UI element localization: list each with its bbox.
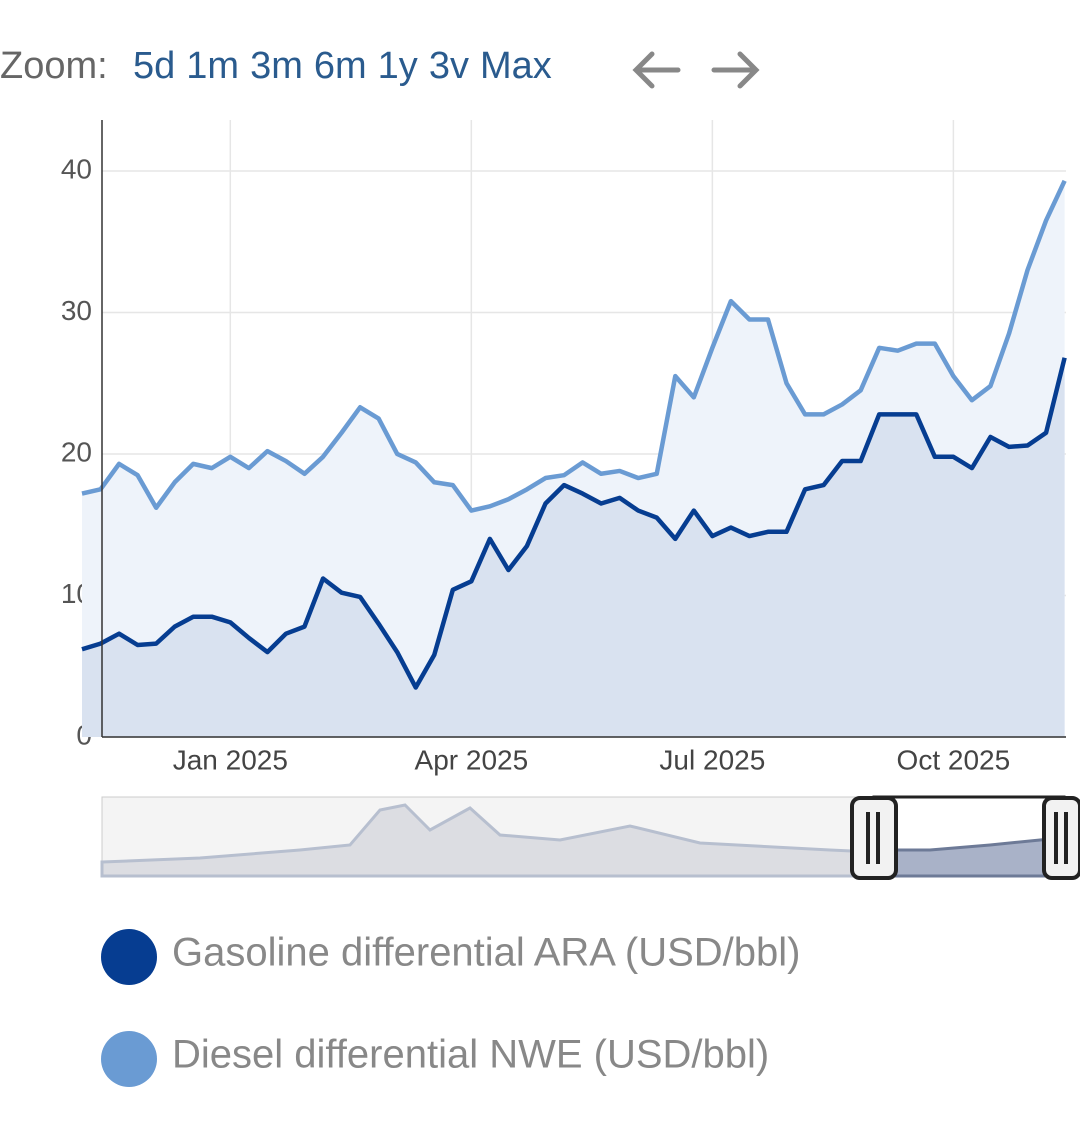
series-line <box>81 357 1067 690</box>
y-tick-label: 30 <box>61 295 92 326</box>
legend-marker[interactable] <box>101 1031 157 1087</box>
navigator-handle[interactable] <box>1042 796 1080 880</box>
x-tick-label: Oct 2025 <box>897 744 1011 775</box>
legend-label[interactable]: Diesel differential NWE (USD/bbl) <box>172 1033 769 1077</box>
navigator-handle[interactable] <box>850 796 898 880</box>
y-tick-label: 40 <box>61 153 92 184</box>
zoom-button[interactable]: 3v <box>429 45 469 87</box>
x-tick-label: Jul 2025 <box>659 744 765 775</box>
zoom-button[interactable]: 5d <box>133 45 175 87</box>
x-tick-label: Apr 2025 <box>415 744 529 775</box>
zoom-button[interactable]: 1m <box>186 45 239 87</box>
y-tick-label: 20 <box>61 436 92 467</box>
zoom-button[interactable]: 6m <box>314 45 367 87</box>
handle-grip <box>1054 812 1068 864</box>
area-fill <box>82 357 1065 737</box>
zoom-label: Zoom: <box>0 45 108 87</box>
arrow-left[interactable] <box>632 51 681 89</box>
arrow-right[interactable] <box>711 51 760 89</box>
zoom-button[interactable]: 1y <box>378 45 418 87</box>
x-tick-label: Jan 2025 <box>173 744 288 775</box>
zoom-button[interactable]: Max <box>480 45 552 87</box>
navigator[interactable] <box>100 795 1080 880</box>
series-line <box>81 179 1067 513</box>
legend-marker[interactable] <box>101 929 157 985</box>
legend: Gasoline differential ARA (USD/bbl) Diese… <box>101 929 800 1087</box>
handle-grip <box>866 812 880 864</box>
zoom-button[interactable]: 3m <box>250 45 303 87</box>
zoom-buttons: 5d 1m 3m 6m 1y 3v Max <box>133 45 552 87</box>
legend-label[interactable]: Gasoline differential ARA (USD/bbl) <box>172 931 800 975</box>
